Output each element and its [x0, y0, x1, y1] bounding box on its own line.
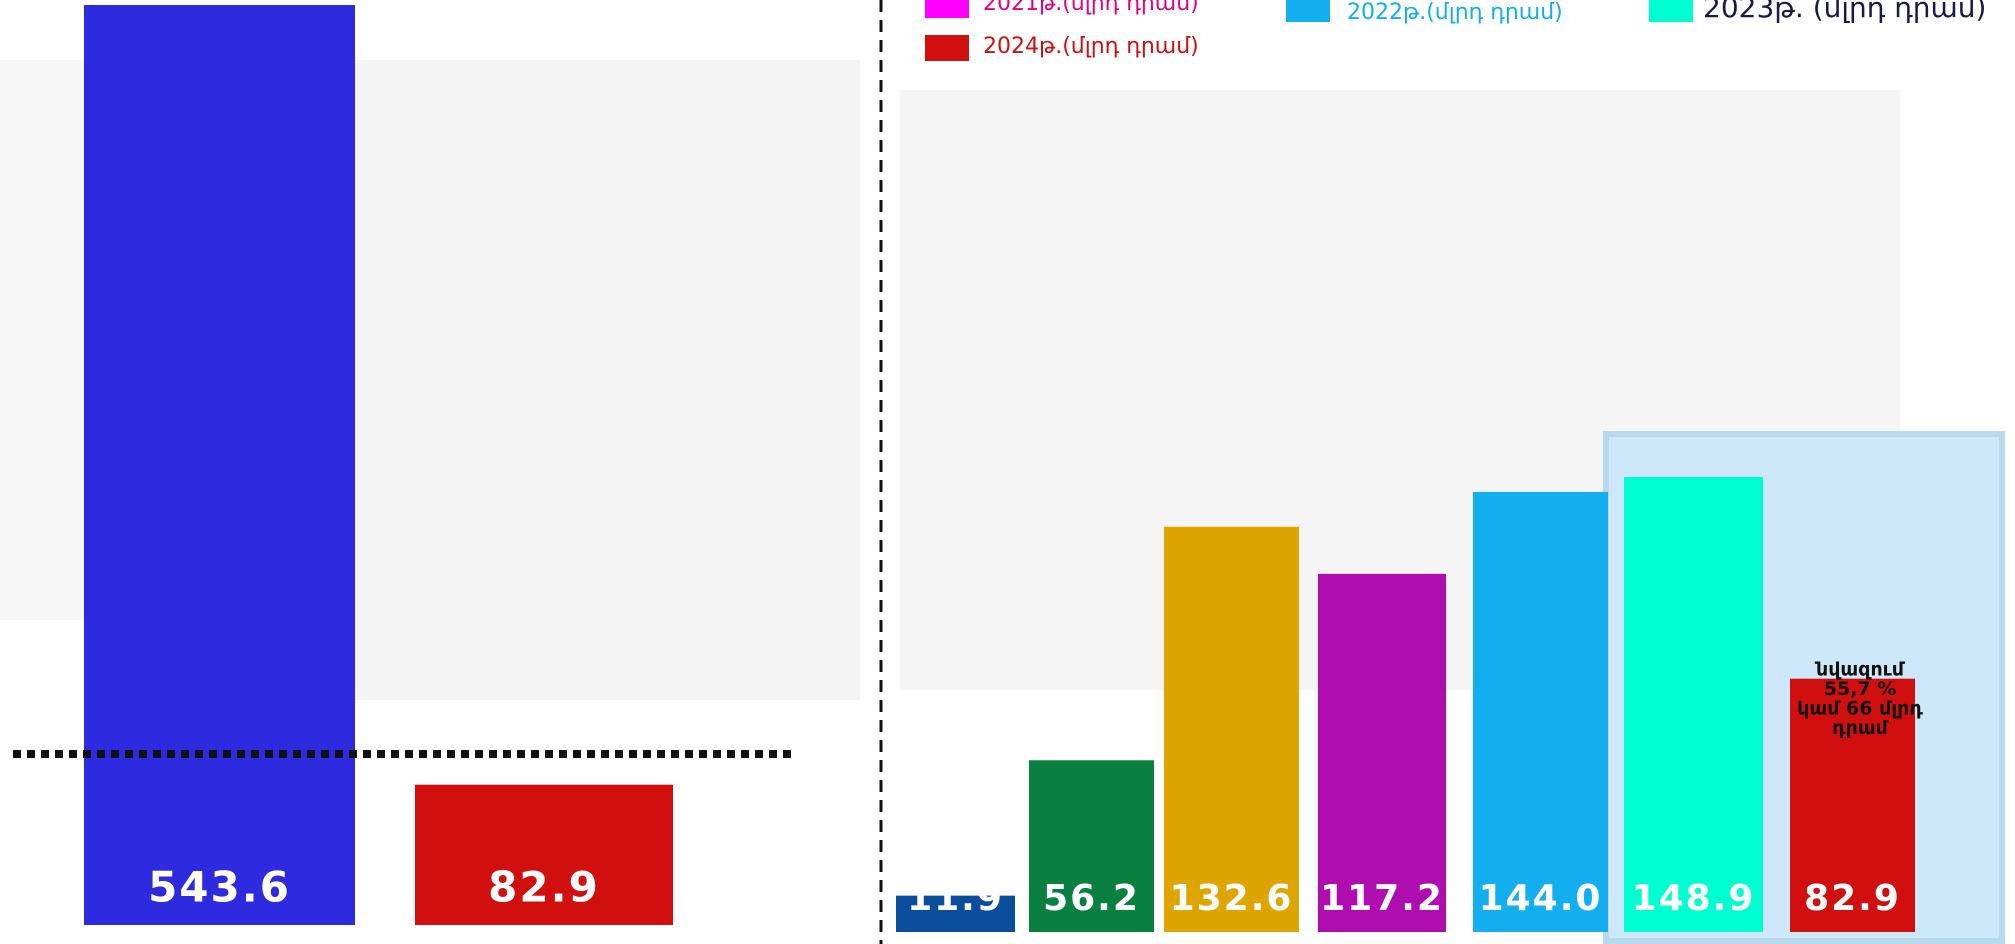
value-label: 132.6: [1170, 878, 1294, 919]
value-label: 144.0: [1479, 878, 1603, 919]
legend-label: 2021թ.(մլրդ դրամ): [983, 0, 1199, 16]
chart: 543.6 82.9 11.9 56.2 132.6 117.2 144.0 148.9 82…: [0, 0, 2015, 944]
legend-swatch: [925, 0, 969, 18]
value-label: 117.2: [1320, 878, 1444, 919]
legend-label: 2022թ.(մլրդ դրամ): [1347, 0, 1563, 25]
bar: [1473, 492, 1608, 932]
annotation: դրամ: [1832, 717, 1889, 739]
value-label: 11.9: [907, 878, 1004, 919]
value-label: 543.6: [148, 863, 291, 912]
background-building: [340, 60, 860, 700]
bar: [1624, 477, 1763, 932]
legend-label: 2024թ.(մլրդ դրամ): [983, 34, 1199, 59]
bar: [1164, 527, 1299, 932]
bar: [84, 5, 355, 925]
legend-label: 2023թ. (մլրդ դրամ): [1703, 0, 1986, 24]
value-label: 82.9: [1804, 878, 1901, 919]
legend-swatch: [1286, 0, 1330, 22]
value-label: 148.9: [1632, 878, 1756, 919]
value-label: 82.9: [488, 863, 600, 912]
value-label: 56.2: [1043, 878, 1140, 919]
legend-swatch: [1649, 0, 1693, 22]
page: 543.6 82.9 11.9 56.2 132.6 117.2 144.0 148.9 82…: [0, 0, 2015, 944]
legend-swatch: [925, 35, 969, 61]
